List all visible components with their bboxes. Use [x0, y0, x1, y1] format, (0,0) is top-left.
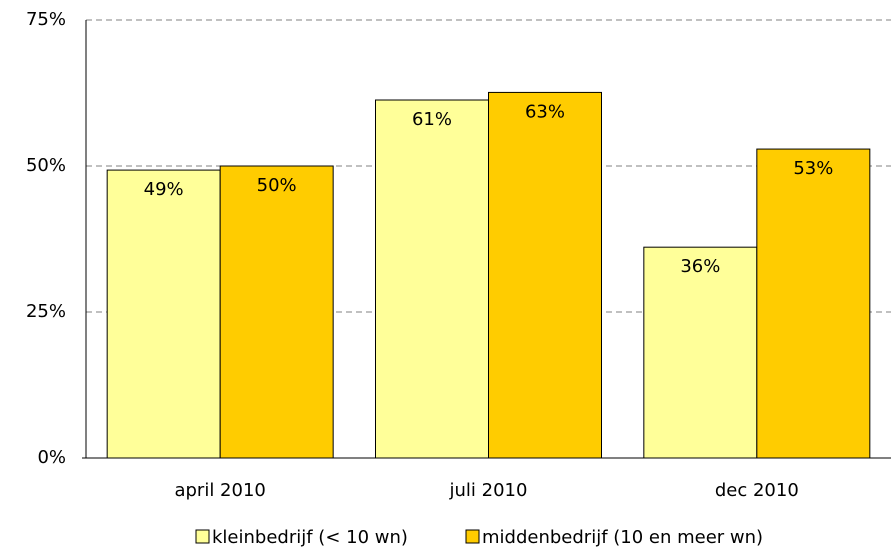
- bar: [219, 165, 334, 459]
- value-label: 61%: [412, 109, 452, 130]
- legend-swatch: [195, 529, 210, 544]
- value-label: 63%: [525, 101, 565, 122]
- legend-swatch: [465, 529, 480, 544]
- bar: [643, 246, 758, 459]
- bar: [106, 169, 221, 459]
- x-tick-label: dec 2010: [715, 480, 799, 501]
- y-tick-label: 50%: [26, 155, 66, 176]
- bar: [375, 99, 489, 459]
- bar: [488, 91, 602, 459]
- x-tick-label: april 2010: [174, 480, 265, 501]
- value-label: 50%: [257, 175, 297, 196]
- bar: [756, 148, 871, 459]
- legend-label: kleinbedrijf (< 10 wn): [212, 527, 408, 548]
- y-tick-label: 25%: [26, 301, 66, 322]
- y-tick-label: 75%: [26, 9, 66, 30]
- value-label: 53%: [793, 158, 833, 179]
- legend-label: middenbedrijf (10 en meer wn): [482, 527, 763, 548]
- value-label: 49%: [144, 179, 184, 200]
- x-tick-label: juli 2010: [449, 480, 528, 501]
- value-label: 36%: [680, 256, 720, 277]
- y-tick-label: 0%: [37, 447, 66, 468]
